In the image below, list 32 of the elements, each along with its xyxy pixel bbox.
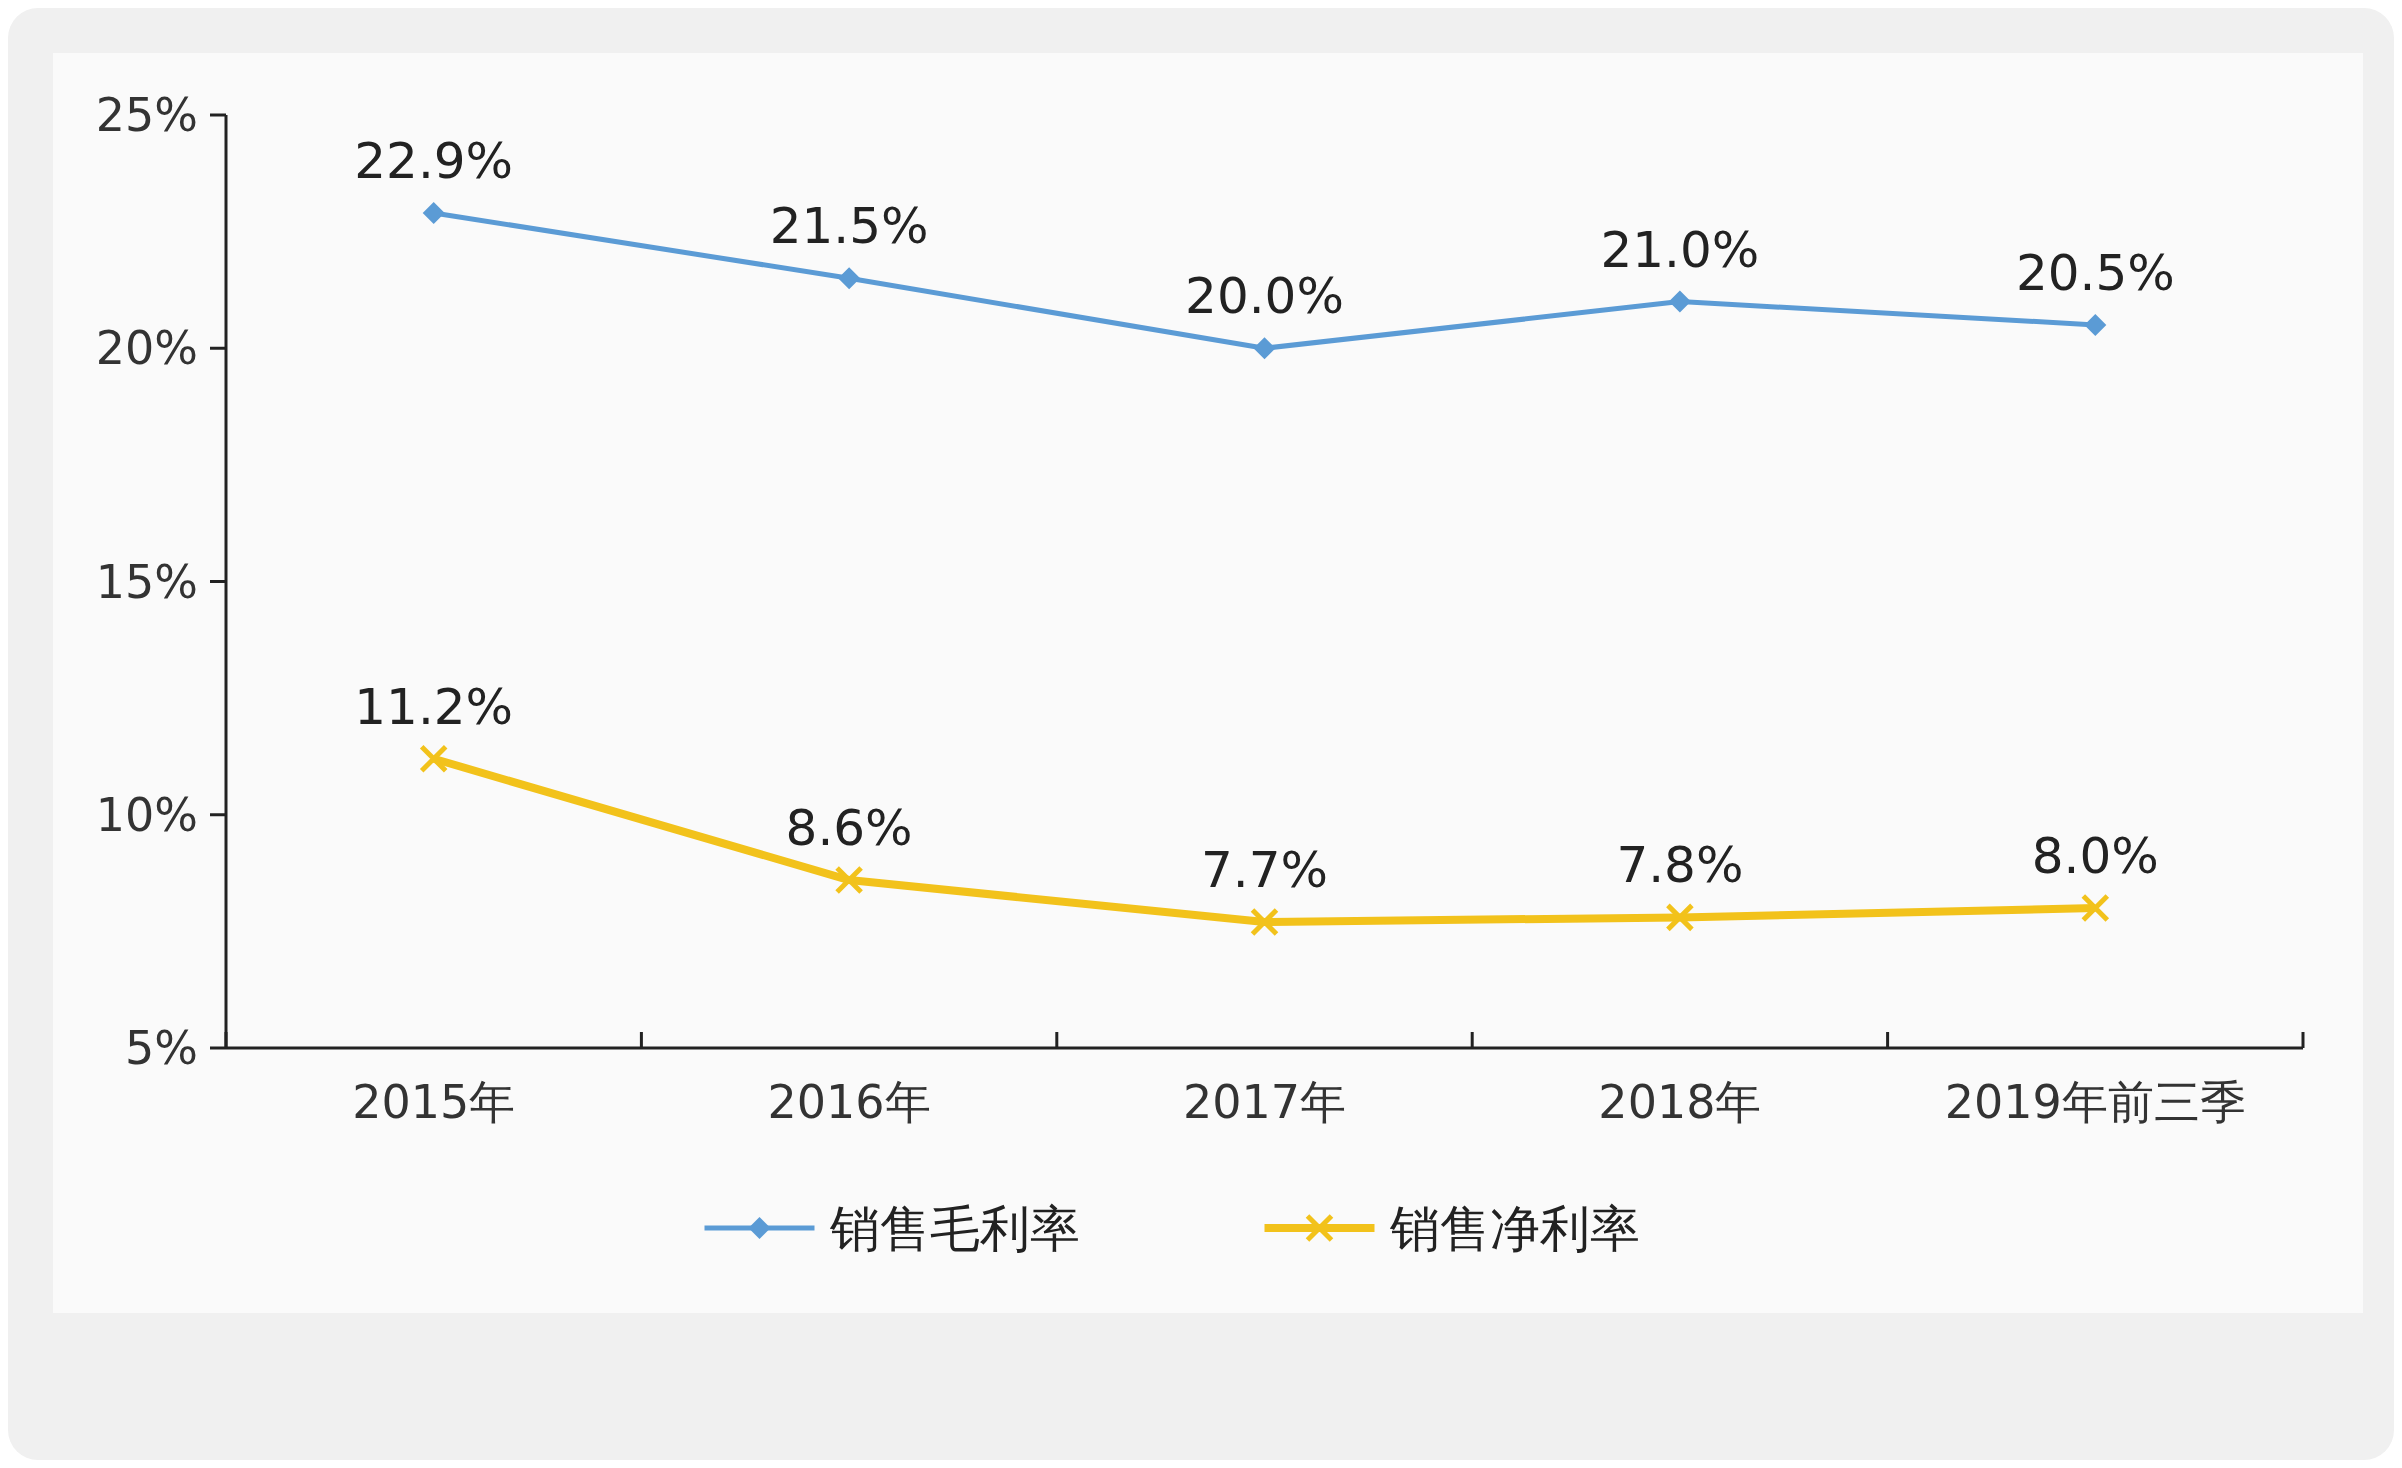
point bbox=[1665, 902, 1695, 932]
x-tick-label: 2016年 bbox=[767, 1075, 931, 1129]
x-tick-label: 2018年 bbox=[1598, 1075, 1762, 1129]
point bbox=[834, 865, 864, 895]
data-label: 8.6% bbox=[785, 799, 913, 858]
point bbox=[2084, 313, 2107, 336]
data-label: 7.7% bbox=[1200, 841, 1329, 900]
point bbox=[419, 744, 449, 774]
y-tick-label: 10% bbox=[95, 787, 198, 842]
data-label: 7.8% bbox=[1616, 836, 1744, 895]
data-label: 8.0% bbox=[2031, 827, 2159, 886]
legend-label: 销售净利率 bbox=[1388, 1199, 1640, 1258]
data-label: 11.2% bbox=[354, 677, 514, 736]
x-tick-label: 2015年 bbox=[352, 1075, 516, 1129]
y-tick-label: 5% bbox=[125, 1021, 198, 1076]
y-tick-label: 20% bbox=[95, 321, 198, 376]
y-tick-label: 25% bbox=[95, 88, 198, 143]
point bbox=[1250, 907, 1279, 937]
y-tick-label: 15% bbox=[95, 554, 198, 609]
data-label: 22.9% bbox=[354, 131, 514, 190]
data-label: 20.5% bbox=[2015, 243, 2175, 302]
x-tick-label: 2017年 bbox=[1182, 1075, 1347, 1129]
point bbox=[838, 267, 861, 290]
point bbox=[2080, 893, 2110, 923]
point bbox=[422, 201, 445, 224]
data-label: 21.0% bbox=[1600, 220, 1760, 279]
data-label: 20.0% bbox=[1185, 267, 1344, 326]
point bbox=[1668, 290, 1691, 313]
point bbox=[1253, 337, 1276, 360]
x-tick-label: 2019年前三季 bbox=[1944, 1075, 2246, 1129]
legend-label: 销售毛利率 bbox=[828, 1199, 1080, 1258]
data-label: 21.5% bbox=[769, 197, 929, 256]
